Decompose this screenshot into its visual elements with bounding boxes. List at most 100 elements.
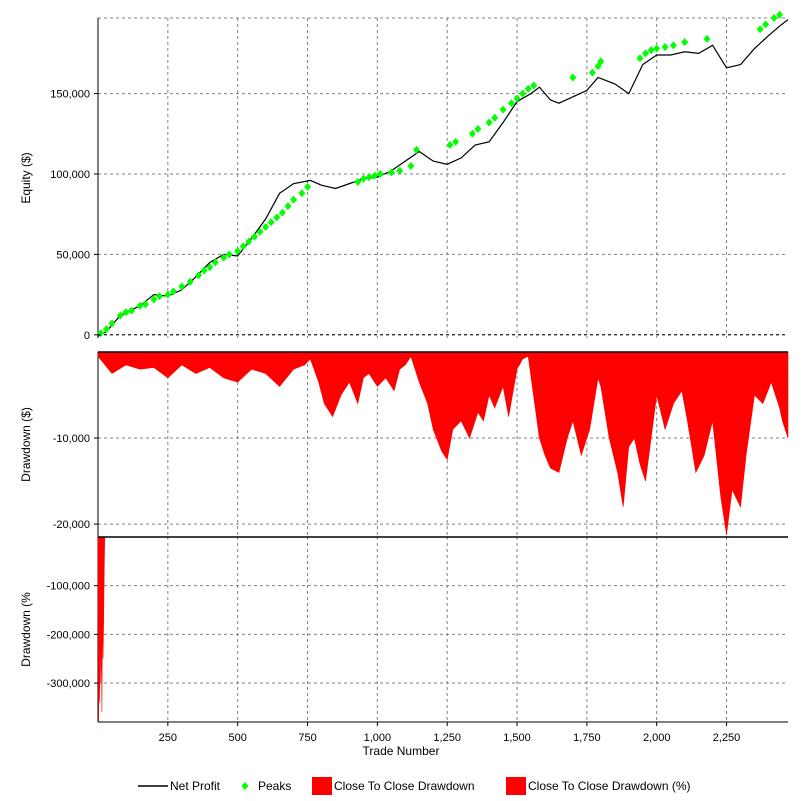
peak-marker	[569, 73, 577, 82]
peak-marker	[636, 54, 644, 63]
peak-marker	[298, 189, 306, 198]
y-tick-label: -10,000	[53, 433, 90, 445]
y-tick-label: -200,000	[47, 629, 90, 641]
peak-marker	[304, 182, 312, 191]
legend-box-swatch	[312, 777, 332, 795]
peak-marker	[354, 178, 362, 187]
y-axis-title: Equity ($)	[19, 152, 33, 203]
x-axis-title: Trade Number	[363, 744, 440, 758]
peak-marker	[376, 169, 384, 178]
peak-marker	[452, 137, 460, 146]
peak-marker	[653, 44, 661, 53]
peak-marker	[594, 62, 602, 71]
x-tick-label: 1,500	[503, 732, 531, 744]
peak-marker	[116, 311, 124, 320]
peak-marker	[141, 300, 149, 309]
x-tick-label: 2,000	[643, 732, 671, 744]
peak-marker	[524, 84, 532, 93]
peak-marker	[150, 295, 158, 304]
peak-marker	[250, 232, 258, 241]
net-profit-line	[97, 19, 789, 337]
peak-marker	[122, 308, 130, 317]
peak-marker	[284, 202, 292, 211]
y-tick-label: -300,000	[47, 678, 90, 690]
x-tick-label: 1,250	[433, 732, 461, 744]
legend-label: Peaks	[258, 779, 291, 793]
peak-marker	[762, 20, 770, 29]
peak-marker	[256, 227, 264, 236]
peak-marker	[703, 34, 711, 43]
y-axis-title: Drawdown (%	[19, 592, 33, 667]
panel-drawdown-percent: -100,000 -200,000 -300,000 Drawdown (% 250 50…	[19, 536, 788, 758]
peak-marker	[245, 237, 253, 246]
peak-marker	[507, 99, 515, 108]
peak-marker	[474, 124, 482, 133]
x-tick-label: 250	[159, 732, 177, 744]
y-tick-label: -20,000	[53, 519, 90, 531]
x-tick-label: 1,000	[364, 732, 392, 744]
peak-marker	[195, 271, 203, 280]
peak-marker	[387, 168, 395, 177]
chart-panels: 0 50,000 100,000 150,000 Equity ($) -10,000 -2…	[19, 10, 789, 758]
peak-marker	[485, 118, 493, 127]
peak-marker	[108, 319, 116, 328]
peak-marker	[211, 258, 219, 267]
legend-label: Net Profit	[170, 779, 221, 793]
peak-marker	[234, 247, 242, 256]
peak-marker	[407, 161, 415, 170]
peak-marker	[681, 38, 689, 47]
peak-marker	[206, 263, 214, 272]
peak-marker	[446, 141, 454, 150]
legend-item: Peaks	[241, 779, 291, 793]
peak-marker	[136, 301, 144, 310]
peak-marker	[371, 171, 379, 180]
peak-marker	[267, 218, 275, 227]
legend-item: Close To Close Drawdown (%)	[506, 777, 691, 795]
panel-drawdown-dollar: -10,000 -20,000 Drawdown ($)	[19, 351, 789, 537]
peak-marker	[530, 81, 538, 90]
peak-marker	[491, 113, 499, 122]
x-tick-label: 750	[298, 732, 316, 744]
peak-marker	[239, 242, 247, 251]
peak-marker	[278, 208, 286, 217]
peak-marker	[225, 250, 233, 259]
peak-marker	[200, 266, 208, 275]
x-tick-label: 2,250	[713, 732, 741, 744]
peak-marker	[169, 287, 177, 296]
peak-marker	[186, 277, 194, 286]
chart-legend: Net Profit Peaks Close To Close Drawdown Cl…	[138, 777, 691, 795]
peak-marker	[412, 145, 420, 154]
peak-marker	[178, 282, 186, 291]
peak-marker	[770, 14, 778, 22]
y-tick-label: 50,000	[56, 249, 90, 261]
peak-marker	[642, 49, 650, 58]
y-tick-label: 100,000	[50, 169, 90, 181]
peak-marker	[647, 46, 655, 55]
peak-marker	[661, 42, 669, 51]
peak-marker	[220, 253, 228, 262]
peak-marker	[519, 89, 527, 98]
peak-marker	[756, 25, 764, 34]
peak-marker	[128, 306, 136, 315]
legend-box-swatch	[506, 777, 526, 795]
peak-marker	[597, 57, 605, 66]
drawdown-area	[97, 351, 789, 535]
peak-marker	[499, 105, 507, 114]
legend-item: Net Profit	[138, 779, 221, 793]
peak-marker	[588, 68, 596, 77]
y-tick-label: 150,000	[50, 89, 90, 101]
legend-item: Close To Close Drawdown	[312, 777, 475, 795]
legend-diamond-swatch	[241, 782, 249, 790]
panel-equity: 0 50,000 100,000 150,000 Equity ($)	[19, 10, 789, 342]
x-tick-label: 500	[228, 732, 246, 744]
peak-marker	[365, 173, 373, 182]
x-tick-label: 1,750	[573, 732, 601, 744]
peak-marker	[290, 195, 298, 204]
peak-marker	[669, 41, 677, 50]
peak-marker	[164, 290, 172, 299]
peak-marker	[102, 325, 110, 334]
y-tick-label: -100,000	[47, 581, 90, 593]
legend-label: Close To Close Drawdown	[334, 779, 475, 793]
y-axis-title: Drawdown ($)	[19, 407, 33, 482]
